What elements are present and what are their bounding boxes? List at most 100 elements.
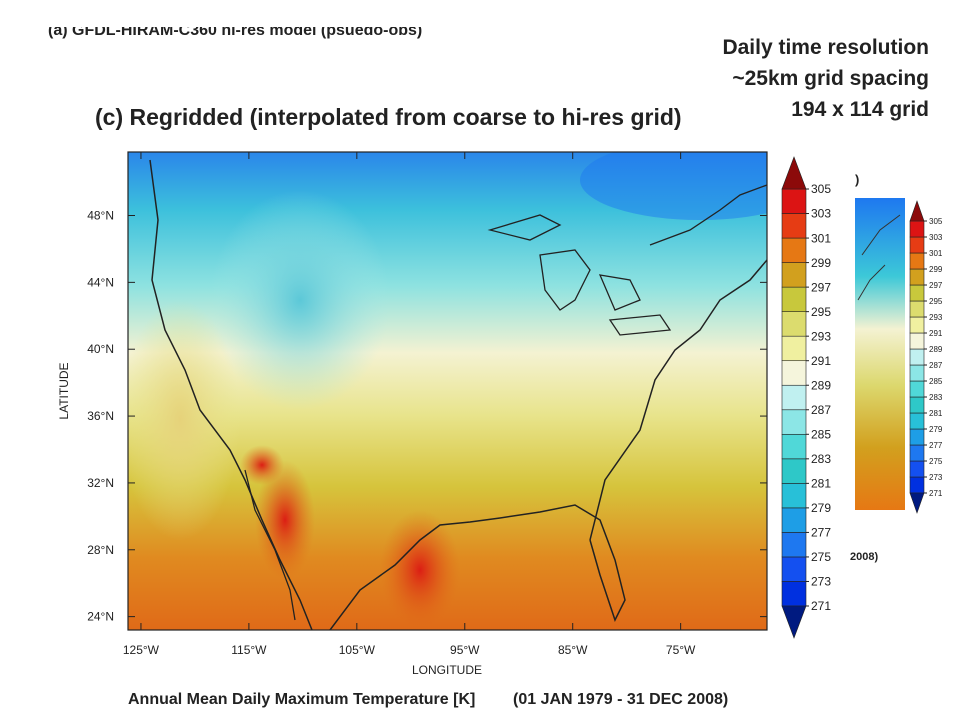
x-tick-label: 115°W [231, 643, 267, 657]
colorbar-box [781, 483, 807, 509]
x-tick-label: 125°W [123, 643, 160, 657]
colorbar-over [781, 156, 807, 190]
colorbar-label: 279 [929, 425, 943, 434]
colorbar-label: 297 [811, 280, 831, 294]
colorbar-box [781, 335, 807, 362]
panel-a-footer-tail: 2008) [850, 551, 878, 563]
map-field [128, 152, 767, 630]
colorbar-box [781, 213, 807, 239]
colorbar-box [781, 188, 807, 214]
colorbar-label: 275 [811, 550, 831, 564]
colorbar-label: 297 [929, 281, 943, 290]
colorbar-label: 285 [929, 377, 943, 386]
colorbar-label: 273 [929, 473, 943, 482]
colorbar-label: 289 [811, 378, 831, 392]
y-tick-label: 28°N [87, 543, 114, 557]
colorbar-label: 287 [811, 403, 831, 417]
colorbar-box [909, 348, 925, 366]
colorbar-box [781, 384, 807, 411]
colorbar-box [781, 311, 807, 337]
x-tick-label: 95°W [450, 643, 480, 657]
colorbar-box [909, 460, 925, 478]
colorbar-label: 293 [929, 313, 943, 322]
colorbar-label: 287 [929, 361, 943, 370]
colorbar-box [781, 237, 807, 263]
colorbar-label: 279 [811, 501, 831, 515]
crop [0, 0, 960, 27]
y-axis-label: LATITUDE [57, 362, 71, 419]
colorbar-box [909, 236, 925, 254]
y-tick-label: 40°N [87, 342, 114, 356]
colorbar-label: 281 [929, 409, 943, 418]
map-frame [127, 151, 768, 631]
colorbar-box [781, 409, 807, 435]
colorbar-label: 299 [811, 256, 831, 270]
colorbar-label: 303 [811, 207, 831, 221]
colorbar-box [781, 286, 807, 312]
colorbar-box [909, 284, 925, 302]
footer-label: Annual Mean Daily Maximum Temperature [K… [128, 691, 475, 708]
colorbar-box [909, 332, 925, 350]
colorbar-box [909, 396, 925, 414]
colorbar-box [909, 300, 925, 318]
y-tick-label: 48°N [87, 209, 114, 223]
colorbar-under [909, 492, 925, 514]
colorbar-box [909, 412, 925, 430]
colorbar-label: 283 [811, 452, 831, 466]
panel-a-title-tail: ) [855, 172, 859, 187]
colorbar-label: 289 [929, 345, 943, 354]
colorbar-box [909, 380, 925, 398]
colorbar-label: 293 [811, 329, 831, 343]
note: 194 x 114 grid [791, 98, 929, 121]
colorbar-label: 271 [929, 489, 943, 498]
colorbar-box [781, 458, 807, 484]
colorbar-label: 291 [929, 329, 943, 338]
y-tick-label: 24°N [87, 610, 114, 624]
colorbar-label: 283 [929, 393, 943, 402]
colorbar-label: 277 [929, 441, 943, 450]
colorbar-box [909, 476, 925, 494]
panel-c-title: (c) Regridded (interpolated from coarse … [95, 104, 682, 130]
x-tick-label: 85°W [558, 643, 588, 657]
colorbar-label: 299 [929, 265, 943, 274]
y-tick-label: 44°N [87, 275, 114, 289]
colorbar-box [909, 444, 925, 462]
colorbar-label: 271 [811, 599, 831, 613]
colorbar-label: 295 [811, 305, 831, 319]
colorbar-box [781, 532, 807, 558]
x-tick-label: 75°W [666, 643, 696, 657]
colorbar-box [909, 268, 925, 286]
colorbar-box [909, 428, 925, 446]
x-axis-label: LONGITUDE [412, 663, 482, 677]
colorbar-box [781, 360, 807, 386]
panel-a-map [855, 198, 905, 510]
colorbar-label: 305 [929, 217, 943, 226]
colorbar-label: 285 [811, 427, 831, 441]
colorbar-box [909, 364, 925, 382]
x-tick-label: 105°W [339, 643, 376, 657]
y-tick-label: 32°N [87, 476, 114, 490]
note: ~25km grid spacing [732, 67, 929, 90]
colorbar-label: 277 [811, 526, 831, 540]
colorbar-box [781, 433, 807, 460]
panel-a-coast [857, 214, 901, 301]
colorbar-label: 281 [811, 477, 831, 491]
colorbar-label: 275 [929, 457, 943, 466]
colorbar-under [781, 605, 807, 639]
colorbar-box [781, 556, 807, 582]
colorbar-label: 295 [929, 297, 943, 306]
note: Daily time resolution [722, 36, 929, 59]
colorbar-box [781, 581, 807, 607]
colorbar-box [781, 262, 807, 288]
colorbar-label: 301 [811, 231, 831, 245]
colorbar-box [909, 220, 925, 238]
colorbar-label: 305 [811, 182, 831, 196]
colorbar-box [909, 252, 925, 270]
colorbar-label: 301 [929, 249, 943, 258]
colorbar-label: 291 [811, 354, 831, 368]
colorbar-box [781, 507, 807, 533]
colorbar-label: 273 [811, 575, 831, 589]
colorbar-label: 303 [929, 233, 943, 242]
colorbar-box [909, 316, 925, 334]
